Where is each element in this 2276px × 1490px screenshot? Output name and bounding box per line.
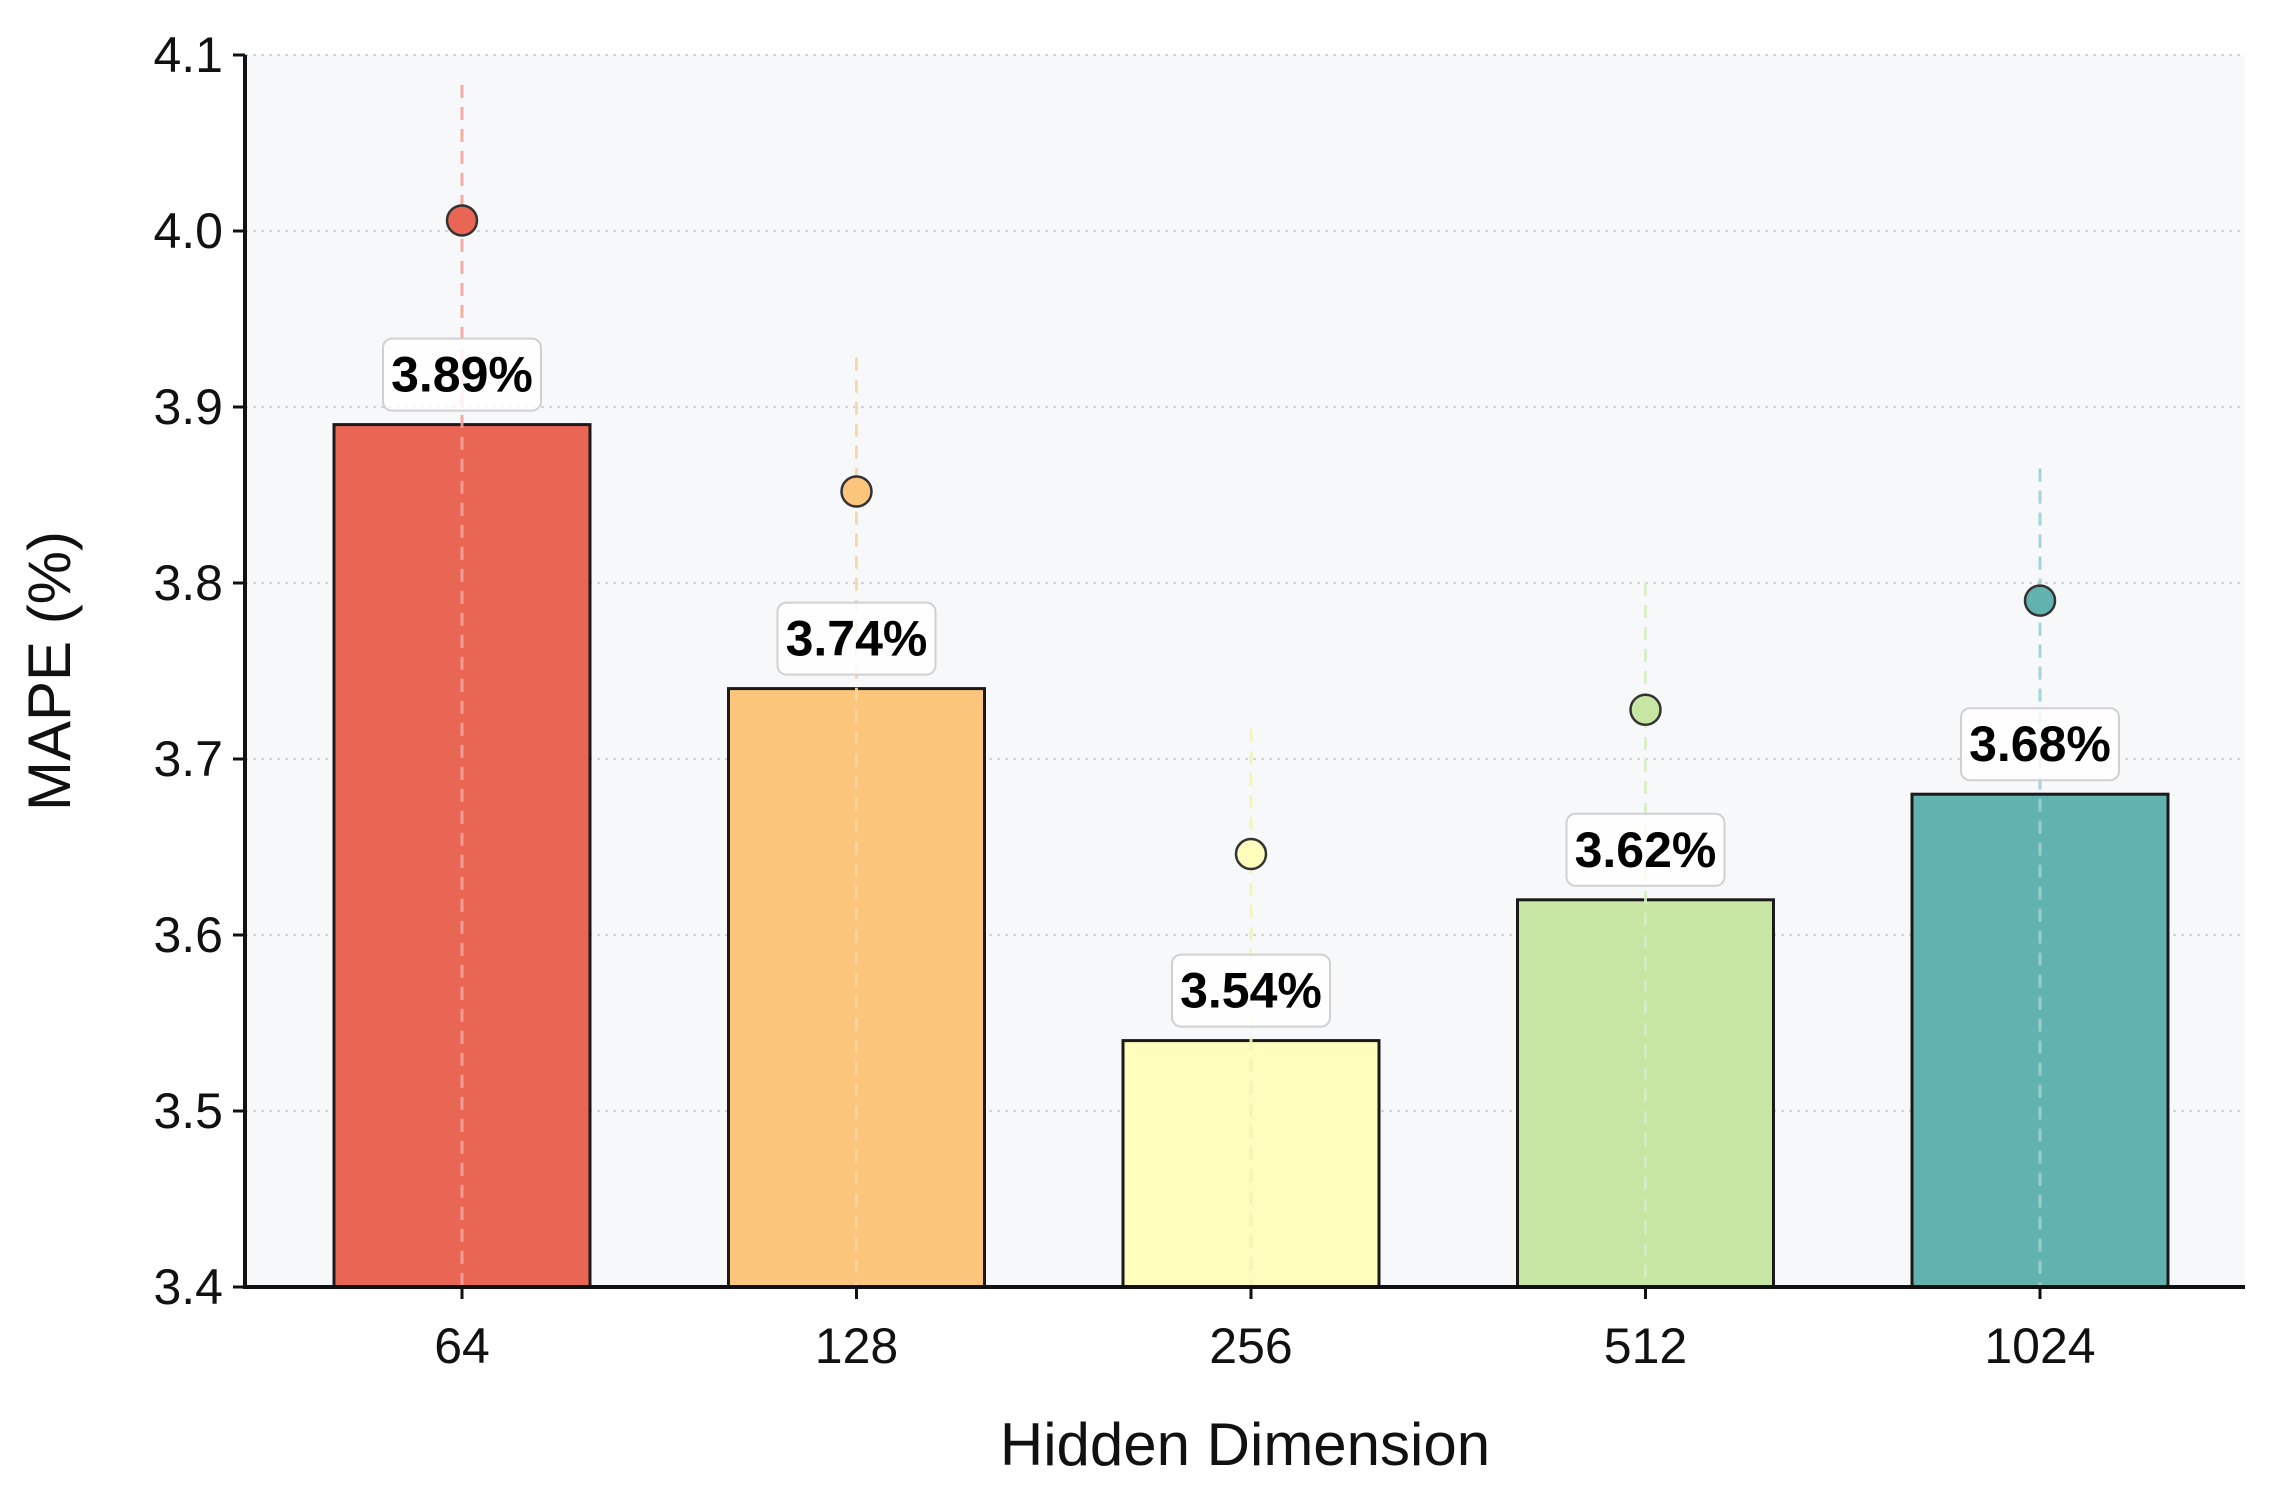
x-tick-label: 128 — [815, 1318, 898, 1374]
data-label-box — [1171, 953, 1331, 1028]
marker-point — [1629, 693, 1662, 726]
y-tick-label: 4.1 — [153, 27, 223, 83]
data-label-box — [382, 337, 542, 412]
data-label-box — [1960, 707, 2120, 782]
data-label: 3.89% — [391, 347, 533, 403]
data-label: 3.62% — [1575, 822, 1717, 878]
y-tick-label: 3.8 — [153, 555, 223, 611]
data-label: 3.74% — [786, 611, 928, 667]
axes — [243, 55, 2245, 1289]
y-tick-label: 3.7 — [153, 731, 223, 787]
x-tick-label: 256 — [1209, 1318, 1292, 1374]
data-label-box — [776, 601, 937, 676]
data-label: 3.68% — [1969, 716, 2111, 772]
marker-point — [2023, 584, 2057, 617]
x-tick-label: 64 — [434, 1318, 490, 1374]
y-tick-label: 3.9 — [153, 379, 223, 435]
y-axis-title: MAPE (%) — [16, 531, 83, 811]
marker-point — [445, 204, 479, 237]
data-label: 3.54% — [1180, 963, 1322, 1019]
y-tick-labels: 3.4 3.5 3.6 3.7 3.8 3.9 4.0 4.1 — [153, 27, 245, 1315]
x-axis-title: Hidden Dimension — [1000, 1411, 1490, 1478]
y-tick-label: 4.0 — [153, 203, 223, 259]
x-tick-label: 1024 — [1984, 1318, 2095, 1374]
marker-point — [1234, 837, 1268, 871]
y-tick-label: 3.5 — [153, 1083, 223, 1139]
bar — [1121, 1039, 1381, 1289]
data-label-box — [1565, 812, 1726, 887]
x-tick-labels: 64 128 256 512 1024 — [434, 1287, 2096, 1374]
x-tick-label: 512 — [1604, 1318, 1687, 1374]
y-tick-label: 3.4 — [153, 1259, 223, 1315]
y-tick-label: 3.6 — [153, 907, 223, 963]
bars: 3.89% 3.74% 3.54% 3.62% 3.68% — [332, 84, 2170, 1289]
marker-point — [840, 475, 873, 508]
